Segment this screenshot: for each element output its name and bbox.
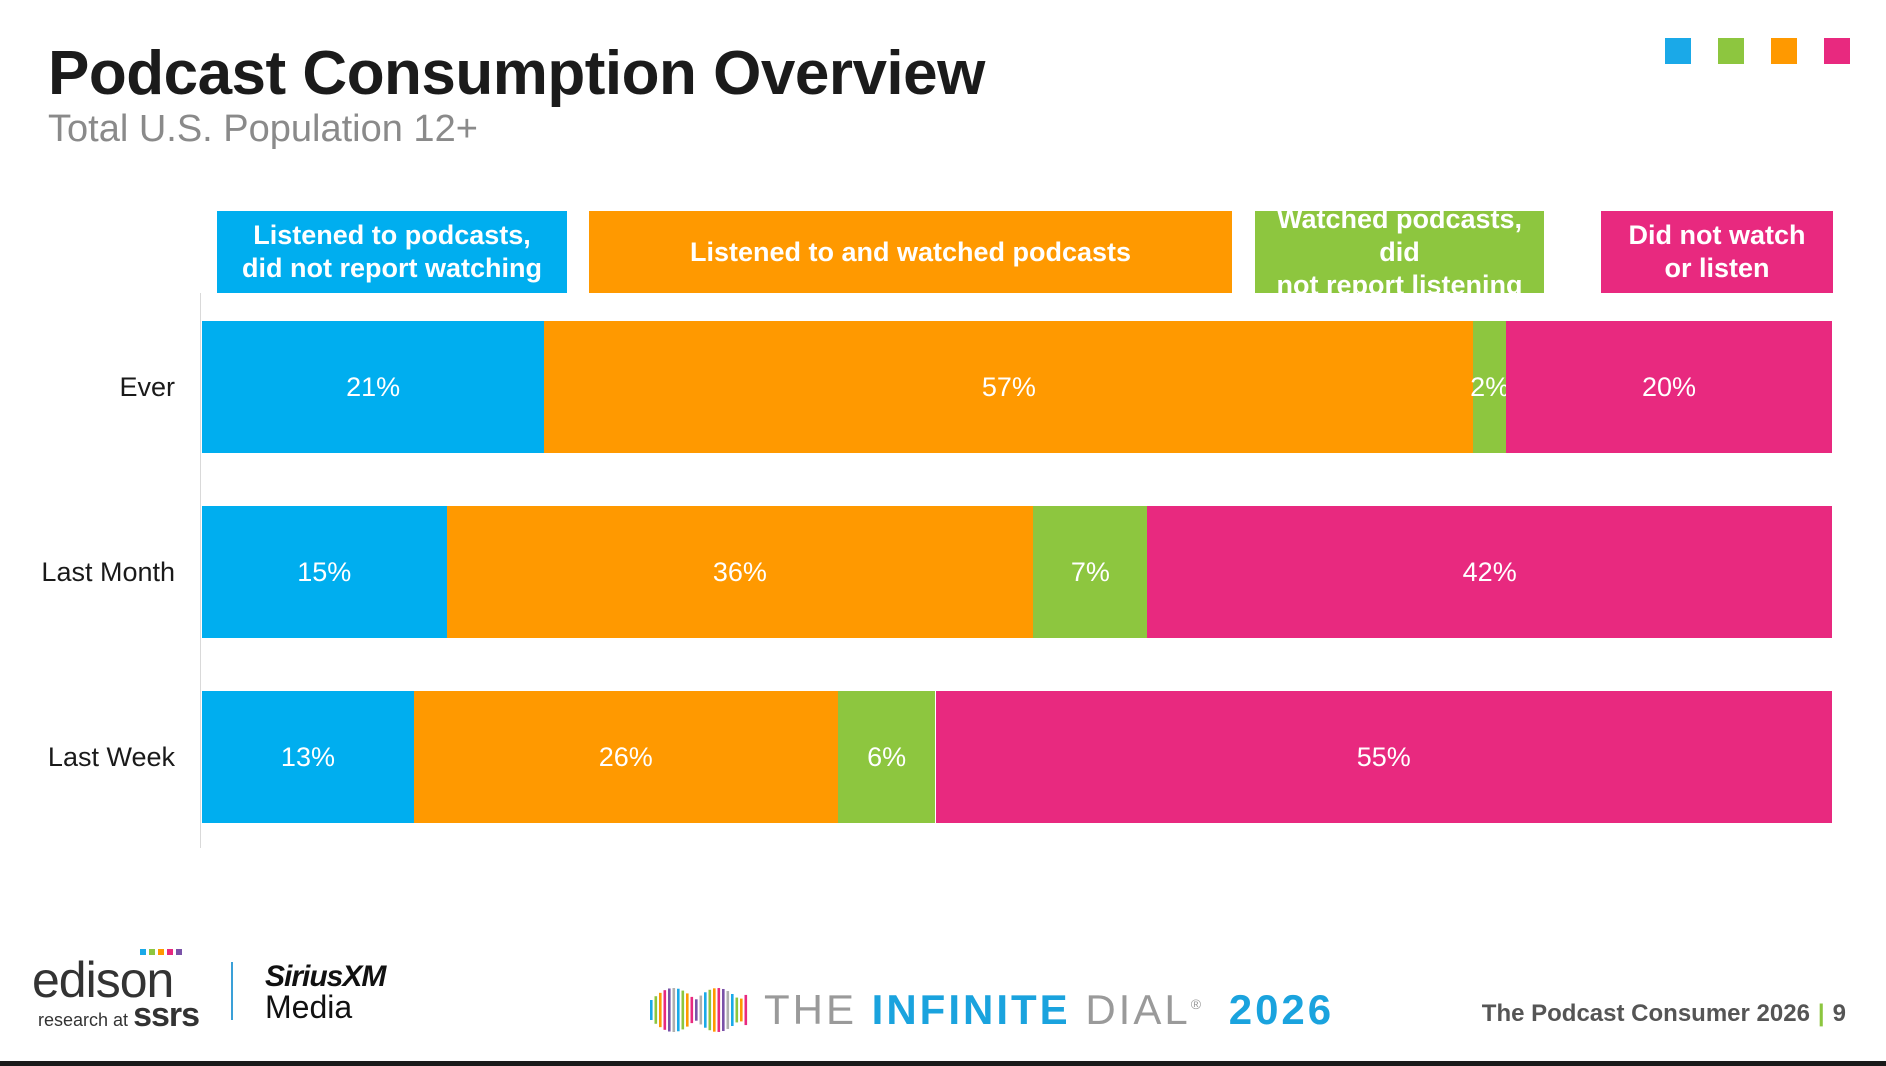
legend-square-0 <box>1665 38 1691 64</box>
bar-segment: 15% <box>202 506 447 638</box>
dial-icon-stripe <box>704 992 707 1028</box>
dial-year: 2026 <box>1228 986 1335 1033</box>
category-label-2: Last Week <box>47 741 175 772</box>
bar-row-2: 13% 26% 6% 55% <box>202 691 1832 823</box>
bar-row-0: 21% 57% 2% 20% <box>202 321 1832 453</box>
bar-segment: 20% <box>1506 321 1832 453</box>
dial-icon-stripe <box>717 988 721 1032</box>
series-header-0: Listened to podcasts, did not report wat… <box>217 211 567 293</box>
bar-value-label: 42% <box>1462 556 1517 587</box>
footer-separator: | <box>1817 1000 1825 1027</box>
dial-icon-stripe <box>659 992 662 1028</box>
dial-dial: DIAL <box>1085 986 1191 1033</box>
bar-value-label: 26% <box>598 741 653 772</box>
bar-row-1: 15% 36% 7% 42% <box>202 506 1832 638</box>
series-header-3: Did not watch or listen <box>1601 211 1833 293</box>
page-subtitle: Total U.S. Population 12+ <box>48 108 478 150</box>
dial-icon-stripe <box>668 988 671 1032</box>
dial-icon-stripe <box>681 990 685 1030</box>
dial-infinite: INFINITE <box>871 986 1071 1033</box>
legend-square-2 <box>1771 38 1797 64</box>
bar-segment: 57% <box>544 321 1474 453</box>
footer-rule <box>0 1061 1886 1066</box>
dial-icon-stripe <box>650 1000 653 1020</box>
dial-icon-stripe <box>708 989 712 1031</box>
bar-segment: 6% <box>837 691 936 823</box>
edison-sub-brand: ssrs <box>133 996 200 1034</box>
dial-icon-stripe <box>744 994 748 1026</box>
bar-segment: 21% <box>202 321 545 453</box>
dial-icon-stripe <box>735 997 739 1023</box>
dial-icon-stripe <box>686 993 689 1027</box>
bar-segment: 7% <box>1033 506 1148 638</box>
dial-icon-stripe <box>677 988 680 1032</box>
bar-value-label: 13% <box>280 741 335 772</box>
dial-icon-stripe <box>722 988 725 1032</box>
siriusxm-media-label: Media <box>265 989 353 1025</box>
category-label-1: Last Month <box>41 556 175 587</box>
edison-wordmark: edison <box>32 952 174 1008</box>
bar-segment: 2% <box>1470 321 1510 453</box>
dial-the: THE <box>764 986 857 1033</box>
bar-value-label: 6% <box>867 741 907 772</box>
dial-icon-stripe <box>663 990 667 1030</box>
page-title: Podcast Consumption Overview <box>48 39 985 108</box>
bar-value-label: 7% <box>1070 556 1110 587</box>
bar-value-label: 15% <box>297 556 352 587</box>
bar-segment: 13% <box>202 691 414 823</box>
page-number: 9 <box>1832 1000 1846 1027</box>
bar-value-label: 55% <box>1356 741 1411 772</box>
infinite-dial-icon <box>650 988 748 1032</box>
dial-icon-stripe <box>672 988 676 1032</box>
edison-subline: research at ssrs <box>38 998 200 1032</box>
dial-icon-stripe <box>654 996 658 1024</box>
bar-segment: 42% <box>1147 506 1832 638</box>
legend-color-squares <box>1665 38 1850 64</box>
dial-icon-stripe <box>699 995 703 1025</box>
infinite-dial-wordmark: THE INFINITE DIAL® 2026 <box>764 986 1334 1034</box>
bar-segment: 36% <box>446 506 1034 638</box>
dial-icon-stripe <box>695 999 698 1021</box>
siriusxm-wordmark: SiriusXM <box>265 960 386 993</box>
series-header-2: Watched podcasts, did not report listeni… <box>1255 204 1544 300</box>
siriusxm-logo: SiriusXM Media <box>265 960 386 1025</box>
edison-logo: edison research at ssrs <box>32 949 200 1032</box>
bar-value-label: 21% <box>346 371 401 402</box>
page-footer: The Podcast Consumer 2026 | 9 <box>1482 1000 1846 1028</box>
dial-icon-stripe <box>731 994 734 1026</box>
category-axis-line <box>200 293 201 848</box>
logo-divider <box>231 962 233 1020</box>
edison-dots-icon <box>140 949 182 955</box>
bar-value-label: 57% <box>981 371 1036 402</box>
category-label-0: Ever <box>119 371 175 402</box>
legend-square-3 <box>1824 38 1850 64</box>
bar-value-label: 36% <box>712 556 767 587</box>
dial-icon-stripe <box>726 991 730 1029</box>
report-name: The Podcast Consumer 2026 <box>1481 1000 1810 1027</box>
dial-icon-stripe <box>740 998 743 1022</box>
edison-sub-prefix: research at <box>38 1010 129 1030</box>
series-header-1: Listened to and watched podcasts <box>589 211 1232 293</box>
dial-icon-stripe <box>713 988 716 1032</box>
bar-value-label: 2% <box>1470 371 1510 402</box>
dial-registered-mark: ® <box>1190 996 1205 1012</box>
bar-segment: 55% <box>935 691 1832 823</box>
bar-value-label: 20% <box>1641 371 1697 402</box>
dial-icon-stripe <box>690 996 694 1024</box>
bar-segment: 26% <box>413 691 838 823</box>
infinite-dial-logo: THE INFINITE DIAL® 2026 <box>646 980 1334 1040</box>
legend-square-1 <box>1718 38 1744 64</box>
